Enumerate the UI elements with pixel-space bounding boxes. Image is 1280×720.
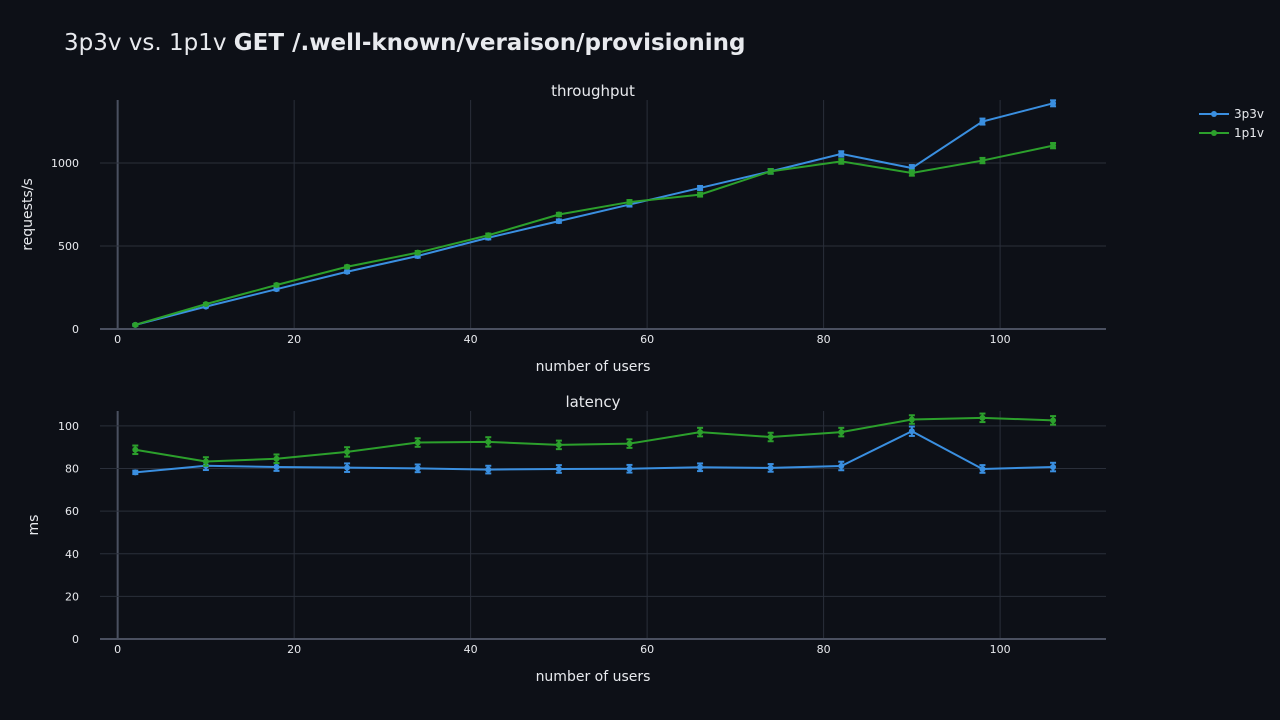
data-point[interactable] (697, 191, 704, 198)
data-point[interactable] (767, 433, 774, 440)
data-point[interactable] (344, 448, 351, 455)
x-tick-label: 20 (287, 643, 301, 656)
data-point[interactable] (979, 414, 986, 421)
data-point[interactable] (344, 464, 351, 471)
data-point[interactable] (908, 416, 915, 423)
y-tick-label: 500 (58, 240, 79, 253)
data-point[interactable] (838, 429, 845, 436)
series-1p1v (132, 141, 1057, 328)
series-line (135, 430, 1054, 474)
data-point[interactable] (485, 466, 492, 473)
x-tick-label: 60 (640, 643, 654, 656)
y-axis-title: ms (26, 515, 42, 536)
y-tick-label: 80 (65, 463, 79, 476)
data-point[interactable] (838, 158, 845, 165)
data-point[interactable] (1050, 142, 1057, 149)
data-point[interactable] (132, 321, 139, 328)
x-tick-label: 100 (990, 333, 1011, 346)
data-point[interactable] (626, 199, 633, 206)
x-tick-label: 0 (114, 643, 121, 656)
series-line (135, 144, 1054, 326)
data-point[interactable] (555, 218, 562, 225)
data-point[interactable] (1050, 417, 1057, 424)
data-point[interactable] (485, 438, 492, 445)
x-tick-label: 40 (464, 643, 478, 656)
y-tick-label: 0 (72, 633, 79, 646)
data-point[interactable] (273, 455, 280, 462)
data-point[interactable] (697, 429, 704, 436)
data-point[interactable] (767, 464, 774, 471)
data-point[interactable] (1050, 100, 1057, 107)
x-tick-label: 100 (990, 643, 1011, 656)
data-point[interactable] (555, 465, 562, 472)
y-axis-title: requests/s (20, 178, 36, 251)
subplot-latency: 0 20 40 60 80 100 0 20 40 60 80 100 latency number of… (26, 393, 1106, 685)
y-tick-label: 60 (65, 505, 79, 518)
x-tick-label: 80 (817, 333, 831, 346)
x-tick-label: 60 (640, 333, 654, 346)
legend-marker (1211, 130, 1217, 136)
data-point[interactable] (273, 464, 280, 471)
series-line (135, 102, 1054, 326)
data-point[interactable] (626, 440, 633, 447)
data-point[interactable] (908, 428, 915, 435)
data-point[interactable] (979, 118, 986, 125)
y-tick-label: 1000 (51, 157, 79, 170)
data-point[interactable] (697, 184, 704, 191)
data-point[interactable] (1050, 464, 1057, 471)
series-1p1v (132, 412, 1057, 467)
series-3p3v (132, 99, 1057, 328)
x-tick-label: 0 (114, 333, 121, 346)
data-point[interactable] (979, 465, 986, 472)
y-tick-label: 20 (65, 590, 79, 603)
legend-item-1p1v[interactable]: 1p1v (1199, 126, 1264, 140)
subplot-title: latency (565, 393, 620, 411)
data-point[interactable] (273, 282, 280, 289)
data-point[interactable] (202, 458, 209, 465)
data-point[interactable] (979, 157, 986, 164)
legend-marker (1211, 111, 1217, 117)
series-line (135, 416, 1054, 463)
x-axis-title: number of users (536, 359, 651, 375)
y-tick-label: 100 (58, 420, 79, 433)
data-point[interactable] (202, 301, 209, 308)
chart-title-prefix: 3p3v vs. 1p1v (64, 30, 234, 56)
data-point[interactable] (697, 464, 704, 471)
legend-item-3p3v[interactable]: 3p3v (1199, 107, 1264, 121)
data-point[interactable] (414, 465, 421, 472)
data-point[interactable] (344, 263, 351, 270)
legend-label: 1p1v (1234, 126, 1264, 140)
data-point[interactable] (838, 462, 845, 469)
data-point[interactable] (838, 150, 845, 157)
series-3p3v (132, 425, 1057, 476)
data-point[interactable] (626, 465, 633, 472)
x-tick-label: 20 (287, 333, 301, 346)
x-axis-title: number of users (536, 669, 651, 685)
data-point[interactable] (414, 249, 421, 256)
subplot-title: throughput (551, 82, 635, 100)
data-point[interactable] (555, 441, 562, 448)
chart-title: 3p3v vs. 1p1v GET /.well-known/veraison/… (64, 30, 745, 56)
data-point[interactable] (555, 211, 562, 218)
data-point[interactable] (485, 232, 492, 239)
chart-title-endpoint: GET /.well-known/veraison/provisioning (234, 30, 746, 56)
data-point[interactable] (414, 439, 421, 446)
legend-label: 3p3v (1234, 107, 1264, 121)
y-tick-label: 40 (65, 548, 79, 561)
x-tick-label: 80 (817, 643, 831, 656)
data-point[interactable] (273, 286, 280, 293)
data-point[interactable] (767, 168, 774, 175)
legend[interactable]: 3p3v 1p1v (1199, 107, 1264, 140)
y-tick-label: 0 (72, 323, 79, 336)
data-point[interactable] (344, 268, 351, 275)
data-point[interactable] (132, 446, 139, 453)
data-point[interactable] (132, 469, 139, 476)
x-tick-label: 40 (464, 333, 478, 346)
data-point[interactable] (908, 170, 915, 177)
